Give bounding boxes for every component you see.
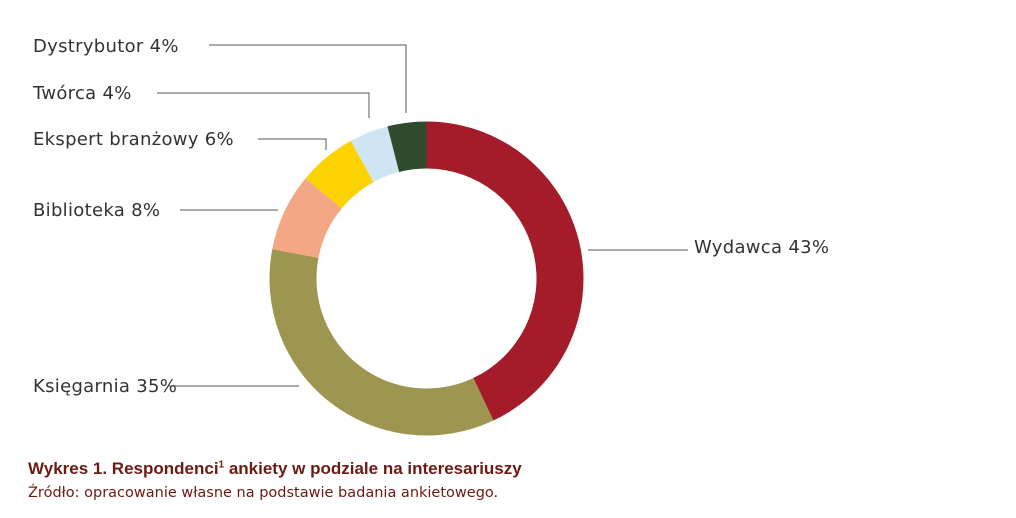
footnote-marker: 1: [218, 459, 225, 471]
slice-księgarnia: [269, 249, 494, 436]
label-dystrybutor: Dystrybutor 4%: [33, 36, 179, 57]
label-biblioteka: Biblioteka 8%: [33, 200, 161, 221]
slice-ekspert-branżowy: [305, 140, 374, 209]
leader-line-ekspert: [258, 138, 327, 150]
slice-dystrybutor: [387, 121, 427, 172]
chart-source: Źródło: opracowanie własne na podstawie …: [28, 485, 499, 501]
caption-title-start: Wykres 1. Respondenci: [28, 459, 219, 478]
slice-wydawca: [426, 121, 584, 421]
label-wydawca: Wydawca 43%: [694, 237, 830, 258]
slice-twórca: [350, 126, 400, 183]
label-ksiegarnia: Księgarnia 35%: [33, 376, 178, 397]
leader-line-dystrybutor: [209, 44, 407, 113]
label-tworca: Twórca 4%: [33, 83, 132, 104]
leader-line-tworca: [157, 92, 370, 118]
caption-title-rest: ankiety w podziale na interesariuszy: [224, 459, 522, 478]
slice-biblioteka: [272, 178, 342, 258]
chart-caption-title: Wykres 1. Respondenci1 ankiety w podzial…: [28, 459, 522, 479]
label-ekspert-branzowy: Ekspert branżowy 6%: [33, 129, 234, 150]
